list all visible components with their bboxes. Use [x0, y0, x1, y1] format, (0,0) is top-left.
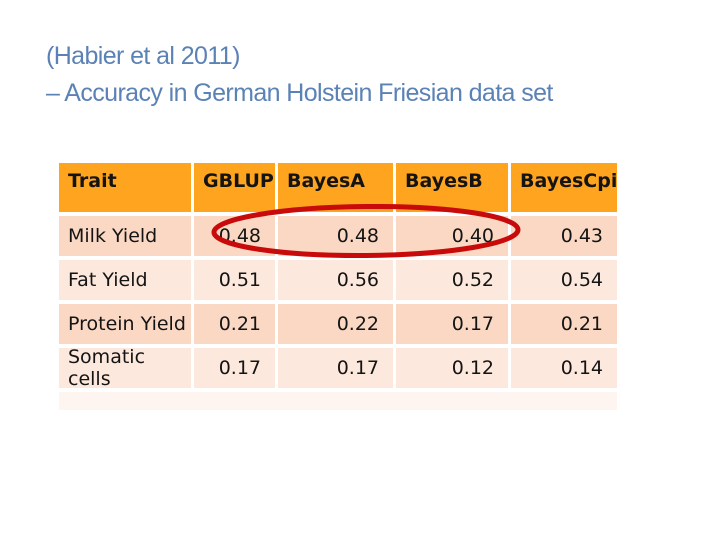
table-row-protein-yield: Protein Yield 0.21 0.22 0.17 0.21 [59, 304, 617, 344]
value-cell: 0.51 [194, 260, 275, 300]
value-cell: 0.12 [396, 348, 508, 388]
header-cell-trait: Trait [59, 163, 191, 212]
header-cell-bayesa: BayesA [278, 163, 393, 212]
value-cell: 0.17 [396, 304, 508, 344]
accuracy-table: Trait GBLUP BayesA BayesB BayesCpi Milk … [59, 163, 617, 392]
value-cell: 0.56 [278, 260, 393, 300]
trait-cell: Fat Yield [59, 260, 191, 300]
value-cell: 0.52 [396, 260, 508, 300]
value-cell: 0.17 [194, 348, 275, 388]
table-footer-band [59, 392, 617, 410]
value-cell: 0.48 [194, 216, 275, 256]
value-cell: 0.43 [511, 216, 617, 256]
value-cell: 0.54 [511, 260, 617, 300]
title-line-1: (Habier et al 2011) [46, 42, 240, 70]
title-line-2: – Accuracy in German Holstein Friesian d… [46, 79, 553, 107]
table-row-somatic-cells: Somatic cells 0.17 0.17 0.12 0.14 [59, 348, 617, 388]
header-cell-gblup: GBLUP [194, 163, 275, 212]
header-cell-bayescpi: BayesCpi [511, 163, 617, 212]
value-cell: 0.21 [511, 304, 617, 344]
trait-cell: Somatic cells [59, 348, 191, 388]
header-cell-bayesb: BayesB [396, 163, 508, 212]
value-cell: 0.40 [396, 216, 508, 256]
table-header-row: Trait GBLUP BayesA BayesB BayesCpi [59, 163, 617, 212]
trait-cell: Protein Yield [59, 304, 191, 344]
slide-title: (Habier et al 2011) – Accuracy in German… [46, 38, 553, 112]
trait-cell: Milk Yield [59, 216, 191, 256]
table-row-fat-yield: Fat Yield 0.51 0.56 0.52 0.54 [59, 260, 617, 300]
value-cell: 0.17 [278, 348, 393, 388]
value-cell: 0.22 [278, 304, 393, 344]
value-cell: 0.48 [278, 216, 393, 256]
value-cell: 0.14 [511, 348, 617, 388]
value-cell: 0.21 [194, 304, 275, 344]
table-row-milk-yield: Milk Yield 0.48 0.48 0.40 0.43 [59, 216, 617, 256]
